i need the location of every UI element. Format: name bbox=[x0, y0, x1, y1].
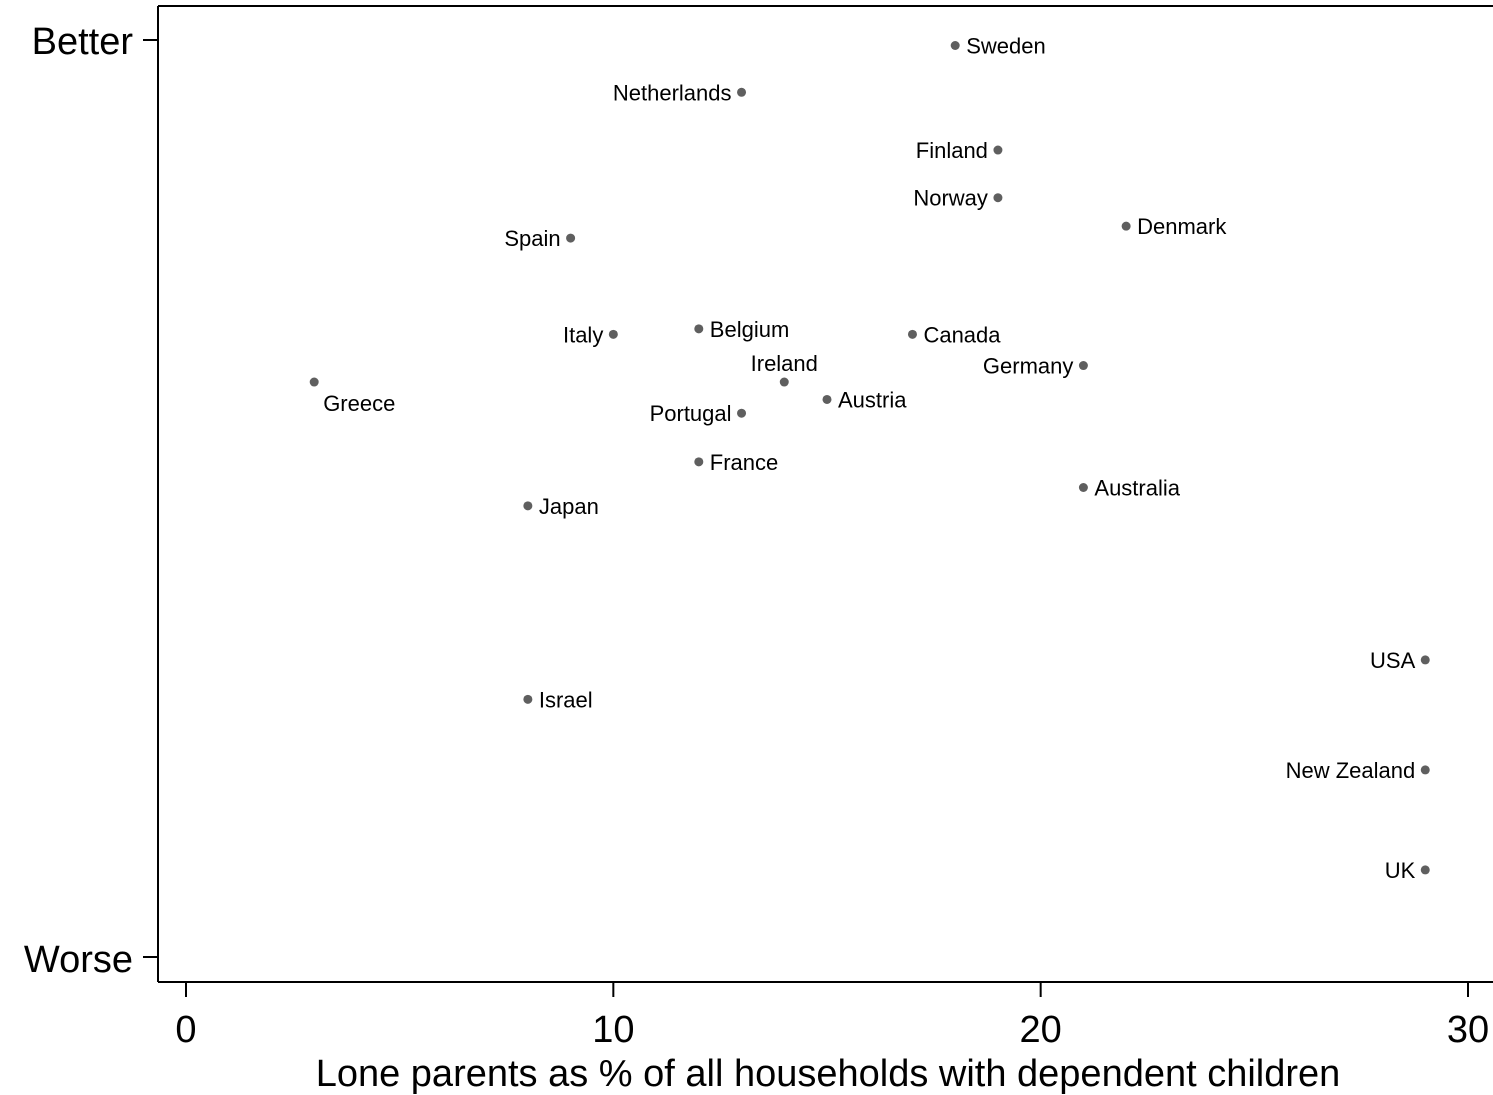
point-label-finland: Finland bbox=[916, 138, 988, 163]
x-axis-title: Lone parents as % of all households with… bbox=[316, 1053, 1341, 1095]
point-label-germany: Germany bbox=[983, 354, 1073, 379]
point-sweden bbox=[950, 41, 960, 51]
point-label-norway: Norway bbox=[913, 186, 988, 211]
point-label-japan: Japan bbox=[539, 494, 599, 519]
point-label-new-zealand: New Zealand bbox=[1286, 758, 1416, 783]
point-label-netherlands: Netherlands bbox=[613, 80, 732, 105]
point-belgium bbox=[694, 324, 704, 334]
point-ireland bbox=[779, 377, 789, 387]
point-label-france: France bbox=[710, 450, 778, 475]
plot-frame bbox=[157, 5, 1493, 983]
point-austria bbox=[822, 394, 832, 404]
x-tick-label-20: 20 bbox=[1020, 1009, 1062, 1051]
x-tick-label-10: 10 bbox=[592, 1009, 634, 1051]
y-tick-label-worse: Worse bbox=[24, 939, 133, 981]
point-france bbox=[694, 457, 704, 467]
x-axis-ticks: 0 10 20 30 bbox=[175, 982, 1489, 1051]
point-norway bbox=[993, 193, 1003, 203]
point-denmark bbox=[1121, 221, 1131, 231]
point-israel bbox=[523, 694, 533, 704]
data-points: Sweden Netherlands Finland Norway Denmark Spa… bbox=[309, 34, 1430, 883]
point-label-austria: Austria bbox=[838, 387, 907, 412]
point-label-uk: UK bbox=[1385, 858, 1416, 883]
point-label-usa: USA bbox=[1370, 648, 1416, 673]
point-finland bbox=[993, 145, 1003, 155]
point-usa bbox=[1420, 655, 1430, 665]
point-label-belgium: Belgium bbox=[710, 317, 789, 342]
point-germany bbox=[1078, 361, 1088, 371]
point-label-sweden: Sweden bbox=[966, 34, 1046, 59]
x-tick-label-30: 30 bbox=[1447, 1009, 1489, 1051]
point-greece bbox=[309, 377, 319, 387]
point-australia bbox=[1078, 482, 1088, 492]
point-italy bbox=[608, 329, 618, 339]
y-tick-label-better: Better bbox=[32, 21, 134, 63]
point-label-ireland: Ireland bbox=[751, 351, 818, 376]
point-canada bbox=[907, 329, 917, 339]
point-label-denmark: Denmark bbox=[1137, 214, 1227, 239]
point-label-australia: Australia bbox=[1094, 475, 1180, 500]
point-spain bbox=[566, 233, 576, 243]
point-label-italy: Italy bbox=[563, 322, 603, 347]
y-axis-ticks: Better Worse bbox=[24, 21, 158, 981]
point-label-greece: Greece bbox=[323, 391, 395, 416]
point-japan bbox=[523, 501, 533, 511]
point-portugal bbox=[737, 408, 747, 418]
point-uk bbox=[1420, 865, 1430, 875]
point-label-spain: Spain bbox=[504, 226, 560, 251]
point-label-portugal: Portugal bbox=[650, 401, 732, 426]
point-new-zealand bbox=[1420, 765, 1430, 775]
point-label-israel: Israel bbox=[539, 687, 593, 712]
point-netherlands bbox=[737, 87, 747, 97]
x-tick-label-0: 0 bbox=[175, 1009, 196, 1051]
point-label-canada: Canada bbox=[923, 322, 1001, 347]
